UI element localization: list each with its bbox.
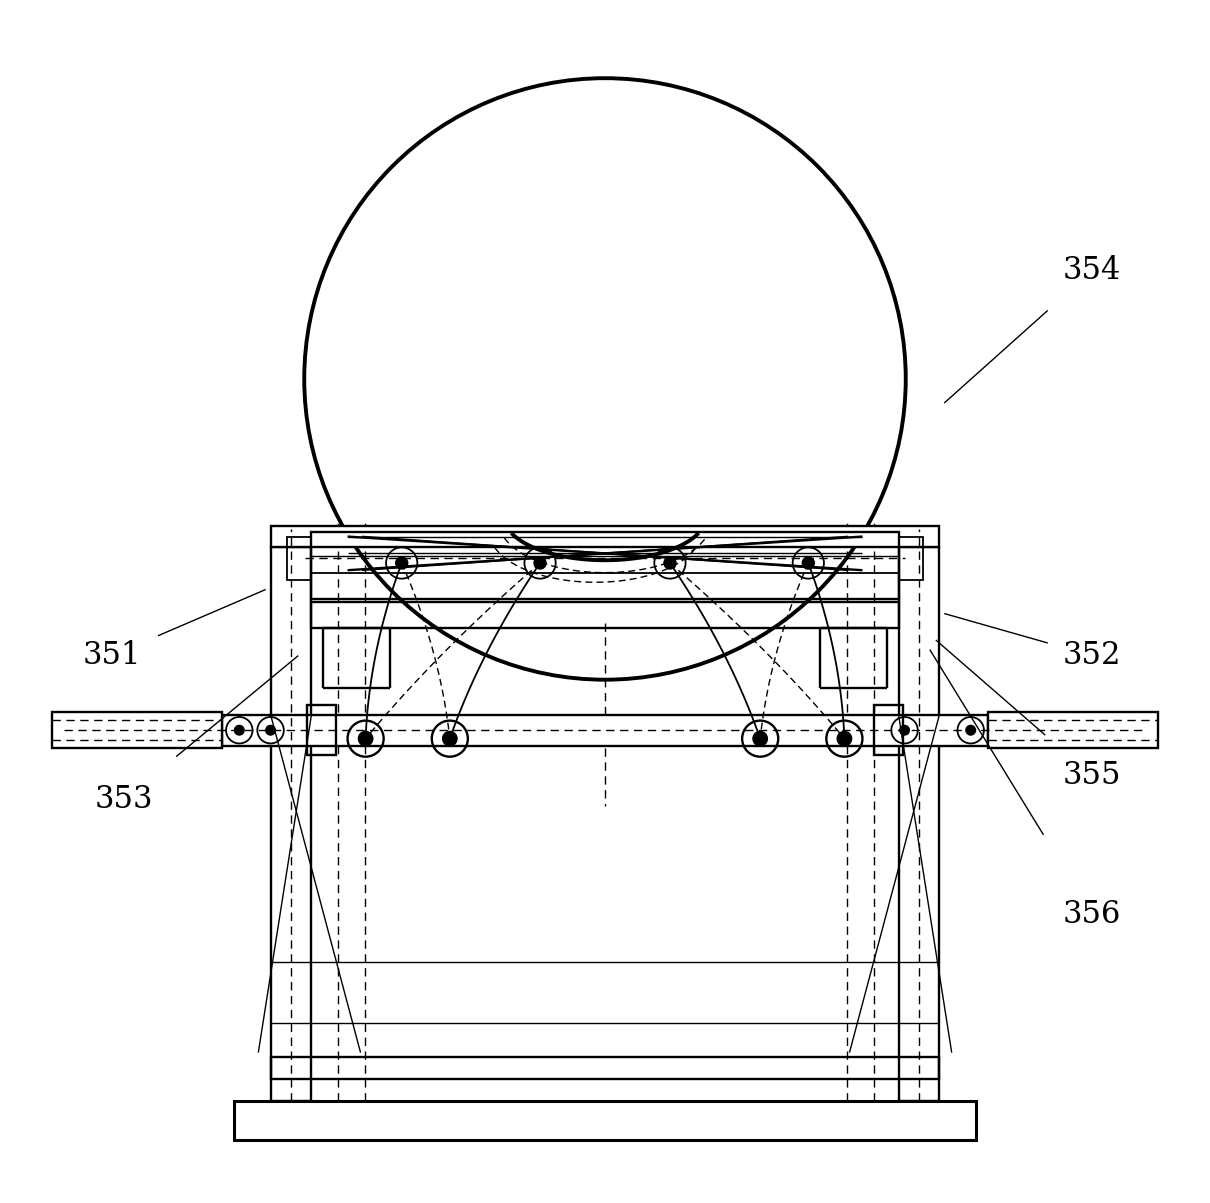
Text: 353: 353 xyxy=(94,784,152,816)
Bar xyxy=(223,715,987,746)
Circle shape xyxy=(802,557,814,569)
Text: 355: 355 xyxy=(1062,760,1122,792)
Bar xyxy=(311,602,899,628)
Bar xyxy=(311,532,899,599)
Circle shape xyxy=(837,731,852,746)
Circle shape xyxy=(358,731,373,746)
Circle shape xyxy=(235,725,244,735)
Bar xyxy=(271,547,311,1101)
Bar xyxy=(875,705,904,755)
Circle shape xyxy=(664,557,676,569)
Bar xyxy=(271,1057,939,1079)
Bar xyxy=(235,1101,975,1140)
Circle shape xyxy=(266,725,276,735)
Circle shape xyxy=(966,725,975,735)
Text: 356: 356 xyxy=(1064,899,1122,930)
Circle shape xyxy=(900,725,910,735)
Circle shape xyxy=(396,557,408,569)
Text: 351: 351 xyxy=(82,640,142,671)
Circle shape xyxy=(753,731,767,746)
Bar xyxy=(52,712,223,748)
Bar xyxy=(899,537,922,580)
Circle shape xyxy=(534,557,546,569)
Bar xyxy=(288,537,311,580)
Bar xyxy=(306,705,335,755)
Bar xyxy=(987,712,1158,748)
Text: 354: 354 xyxy=(1064,255,1122,286)
Bar xyxy=(271,526,939,547)
Text: 352: 352 xyxy=(1062,640,1122,671)
Bar xyxy=(899,547,939,1101)
Circle shape xyxy=(443,731,457,746)
